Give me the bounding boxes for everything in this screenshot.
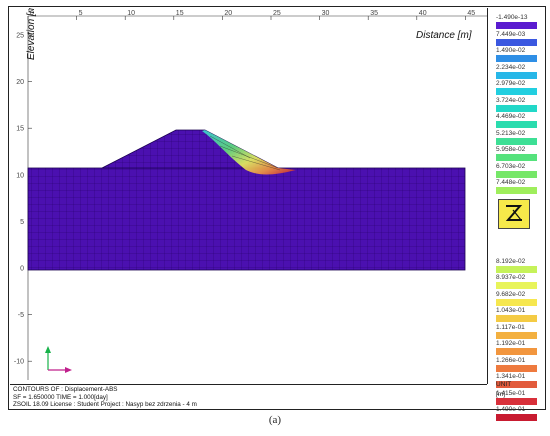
legend-value: 1.266e-01: [496, 356, 526, 364]
x-tick-label: 35: [370, 10, 378, 17]
status-bar: CONTOURS OF : Displacement-ABS SF = 1.65…: [10, 384, 487, 409]
legend-swatch: [496, 55, 537, 62]
legend-value: 3.724e-02: [496, 96, 526, 104]
legend-value: 7.449e-03: [496, 30, 526, 38]
legend-swatch: [496, 121, 537, 128]
legend-swatch: [496, 104, 537, 112]
legend-value: 4.469e-02: [496, 113, 526, 120]
displacement-contour-zone: [202, 130, 296, 175]
contours-info: CONTOURS OF : Displacement-ABS: [13, 386, 118, 393]
contour-legend: -1.490e-13 7.449e-03 1.490e-02 2.234e-02 2.9…: [488, 8, 544, 421]
legend-value: 2.234e-02: [496, 63, 526, 71]
unit-label: UNIT: [496, 381, 512, 388]
viewer-window: 0 5 10 15 20 25 30 35 40 45 25 20 15 10 5 0 -5 -10 Eleva…: [8, 6, 546, 421]
y-tick-label: -5: [18, 312, 24, 319]
legend-value: 9.682e-02: [496, 290, 526, 298]
legend-swatch: [496, 137, 537, 145]
legend-swatch: [496, 38, 537, 46]
contour-mesh-lines: [209, 135, 281, 171]
x-tick-label: 45: [467, 10, 475, 17]
legend-value: 6.703e-02: [496, 162, 526, 170]
safety-factor-info: SF = 1.650000 TIME = 1.000[day]: [13, 394, 108, 401]
y-tick-label: 5: [20, 219, 24, 226]
legend-value: 1.341e-01: [496, 373, 526, 380]
legend-swatch: [496, 315, 537, 322]
legend-value: 1.490e-01: [496, 406, 526, 413]
figure-caption: (a): [268, 414, 282, 426]
legend-swatch: [496, 298, 537, 306]
y-tick-label: 0: [20, 266, 24, 273]
x-tick-label: 30: [322, 10, 330, 17]
legend-swatch: [496, 187, 537, 194]
y-tick-label: 25: [16, 33, 24, 40]
legend-swatch: [496, 381, 537, 388]
contour-plot[interactable]: 0 5 10 15 20 25 30 35 40 45 25 20 15 10 5 0 -5 -10 Eleva…: [10, 8, 488, 384]
legend-value: 1.415e-01: [496, 389, 526, 397]
legend-swatch: [496, 154, 537, 161]
legend-swatch: [496, 348, 537, 355]
y-tick-label: -10: [14, 359, 24, 366]
legend-swatch: [496, 397, 537, 405]
legend-swatch: [496, 331, 537, 339]
x-tick-label: 0: [30, 10, 34, 17]
y-axis-label: Elevation [m]: [26, 8, 37, 60]
legend-value: 8.192e-02: [496, 257, 526, 265]
legend-swatch: [496, 364, 537, 372]
x-tick-label: 25: [273, 10, 281, 17]
legend-swatch: [496, 71, 537, 79]
zsoil-logo-icon: [498, 199, 530, 229]
legend-value: 7.448e-02: [496, 179, 526, 186]
legend-value: 2.979e-02: [496, 80, 526, 87]
y-tick-label: 20: [16, 79, 24, 86]
legend-value: -1.490e-13: [496, 14, 528, 21]
plot-canvas: 0 5 10 15 20 25 30 35 40 45 25 20 15 10 5 0 -5 -10 Eleva…: [14, 8, 487, 380]
legend-swatch: [496, 170, 537, 178]
legend-value: 1.490e-02: [496, 47, 526, 54]
y-tick-label: 10: [16, 172, 24, 179]
x-tick-label: 20: [224, 10, 232, 17]
x-tick-label: 40: [419, 10, 427, 17]
legend-value: 1.192e-01: [496, 340, 526, 347]
legend-value: 8.937e-02: [496, 274, 526, 281]
foundation-mesh: [27, 167, 466, 271]
legend-swatch: [496, 265, 537, 273]
x-tick-label: 15: [176, 10, 184, 17]
legend-swatch: [496, 414, 537, 421]
axis-triad-icon: [45, 346, 72, 373]
x-tick-label: 10: [127, 10, 135, 17]
legend-swatch: [496, 22, 537, 29]
x-axis-label: Distance [m]: [416, 30, 472, 41]
license-project-info: ZSOIL 18.09 License : Student Project : …: [13, 401, 197, 408]
legend-swatch: [496, 88, 537, 95]
legend-value: 1.043e-01: [496, 307, 526, 314]
legend-swatch: [496, 282, 537, 289]
unit-value: [m]: [496, 391, 506, 398]
x-tick-label: 5: [79, 10, 83, 17]
legend-value: 5.213e-02: [496, 129, 526, 137]
legend-value: 1.117e-01: [496, 323, 525, 331]
y-tick-label: 15: [16, 126, 24, 133]
legend-value: 5.958e-02: [496, 146, 526, 153]
